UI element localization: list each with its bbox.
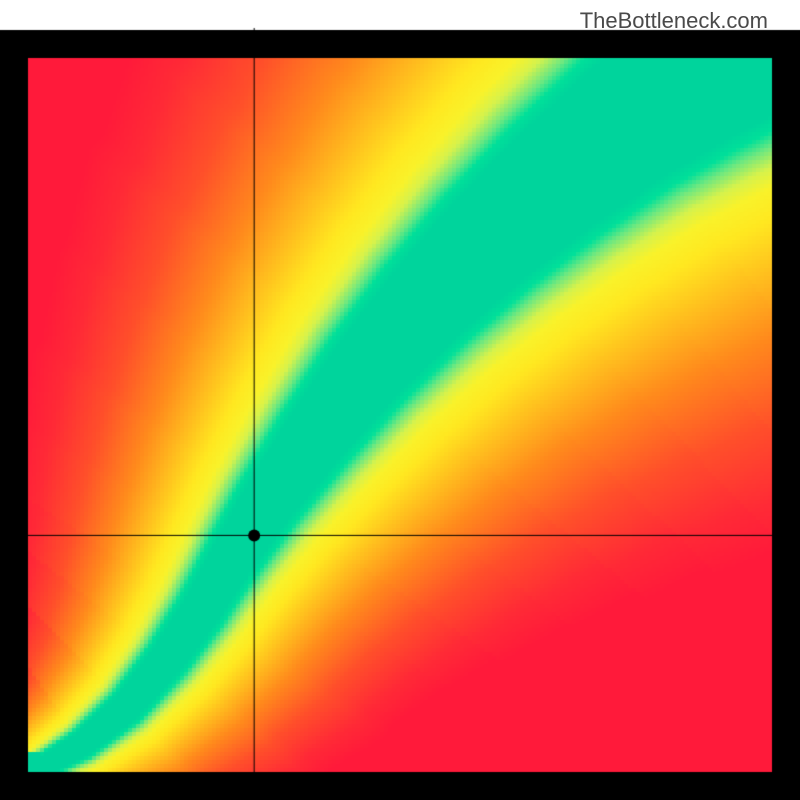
chart-container: TheBottleneck.com — [0, 0, 800, 800]
watermark-label: TheBottleneck.com — [580, 8, 768, 34]
bottleneck-heatmap — [0, 0, 800, 800]
